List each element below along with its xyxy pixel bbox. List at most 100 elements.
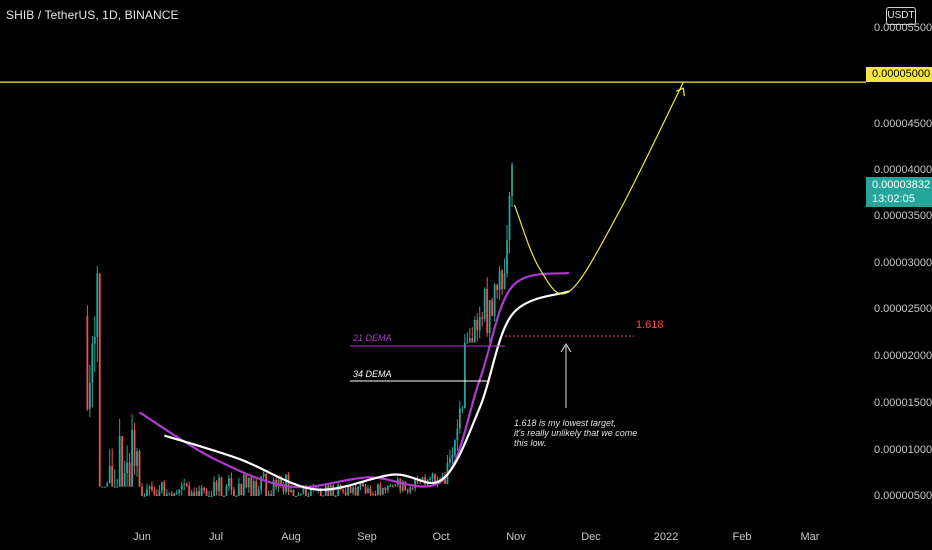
candle-body (123, 473, 126, 487)
dema21-line (138, 271, 570, 489)
candle-body (113, 486, 116, 488)
candle-body (332, 485, 335, 496)
candle-body (88, 382, 91, 410)
time-tick: Dec (581, 531, 601, 543)
candle-body (327, 485, 330, 496)
candle-body (381, 488, 384, 495)
candle-body (257, 489, 260, 496)
candle-body (329, 485, 332, 496)
candle-body (486, 288, 489, 334)
price-tick: 0.00000500 (874, 490, 932, 502)
candle-body (133, 429, 136, 467)
candle-body (463, 342, 466, 409)
candle-body (369, 488, 372, 494)
candle-body (255, 481, 258, 496)
time-tick: Feb (732, 531, 752, 543)
candle-body (185, 483, 188, 486)
candle-body (297, 494, 300, 496)
candle-body (359, 483, 362, 487)
current-price-tag: 0.00003832 13:02:05 (866, 177, 932, 207)
price-tick: 0.00001500 (874, 397, 932, 409)
price-tick: 0.00002500 (874, 303, 932, 315)
candle-body (491, 300, 494, 316)
candle-body (454, 440, 456, 456)
candle-body (374, 494, 377, 496)
candle-body (471, 338, 474, 343)
candle-body (242, 474, 245, 496)
candle-body (106, 483, 109, 487)
candle-body (195, 491, 198, 496)
candle-body (165, 493, 168, 496)
candle-body (334, 496, 337, 497)
candle-body (232, 489, 235, 496)
candle-body (337, 484, 340, 496)
candle-body (461, 408, 464, 410)
candle-body (93, 336, 96, 344)
candle-body (272, 479, 275, 496)
time-tick: Oct (432, 531, 450, 543)
candle-body (126, 462, 128, 474)
candle-body (506, 240, 508, 274)
candle-body (307, 496, 310, 497)
candle-body (367, 488, 369, 493)
candle-body (208, 496, 210, 497)
candle-body (399, 478, 402, 491)
candle-body (302, 487, 305, 494)
candle-body (198, 491, 201, 496)
candle-body (394, 484, 397, 487)
candle-body (98, 273, 101, 487)
candle-body (449, 458, 451, 463)
candle-body (508, 196, 511, 241)
candle-body (280, 479, 282, 484)
candle-body (352, 487, 354, 493)
candle-body (377, 484, 379, 496)
candle-body (481, 317, 484, 319)
fib-1618-label: 1.618 (636, 319, 664, 331)
candle-body (473, 319, 476, 343)
candle-body (349, 486, 352, 493)
candle-body (247, 477, 250, 488)
price-tick: 0.00003500 (874, 210, 932, 222)
candle-body (379, 484, 382, 495)
candle-body (292, 490, 295, 496)
candle-body (136, 451, 138, 467)
candle-body (364, 486, 367, 493)
current-price-value: 0.00003832 (872, 179, 931, 191)
forecast-arrowhead (676, 87, 685, 97)
candle-body (235, 496, 238, 497)
candlestick-series (86, 162, 513, 497)
time-tick: Mar (800, 531, 820, 543)
candle-body (372, 493, 374, 495)
candle-body (223, 496, 225, 497)
dema34-label: 34 DEMA (353, 369, 392, 379)
time-tick: Aug (281, 531, 301, 543)
candle-body (168, 493, 171, 495)
price-tick: 0.00005500 (874, 22, 932, 34)
candle-body (116, 486, 119, 488)
candle-body (131, 429, 133, 487)
candle-body (270, 494, 273, 496)
time-tick: 2022 (653, 531, 679, 543)
candle-body (108, 465, 111, 484)
candle-body (267, 494, 270, 496)
candle-body (300, 493, 302, 495)
candle-body (429, 478, 431, 481)
candle-body (111, 465, 114, 487)
candle-body (175, 493, 178, 495)
dema21-label: 21 DEMA (353, 333, 392, 343)
candle-body (205, 490, 208, 496)
candle-body (411, 487, 414, 489)
candle-body (496, 284, 499, 291)
currency-button[interactable]: USDT (886, 7, 916, 25)
candle-body (322, 495, 325, 497)
candle-body (285, 474, 287, 492)
candle-body (128, 462, 131, 487)
candle-body (203, 487, 205, 491)
candle-body (86, 316, 89, 410)
candle-body (260, 476, 263, 490)
price-tick: 0.00004000 (874, 164, 932, 176)
candle-body (200, 487, 203, 496)
note-arrowhead (560, 343, 572, 353)
candle-body (252, 481, 255, 496)
